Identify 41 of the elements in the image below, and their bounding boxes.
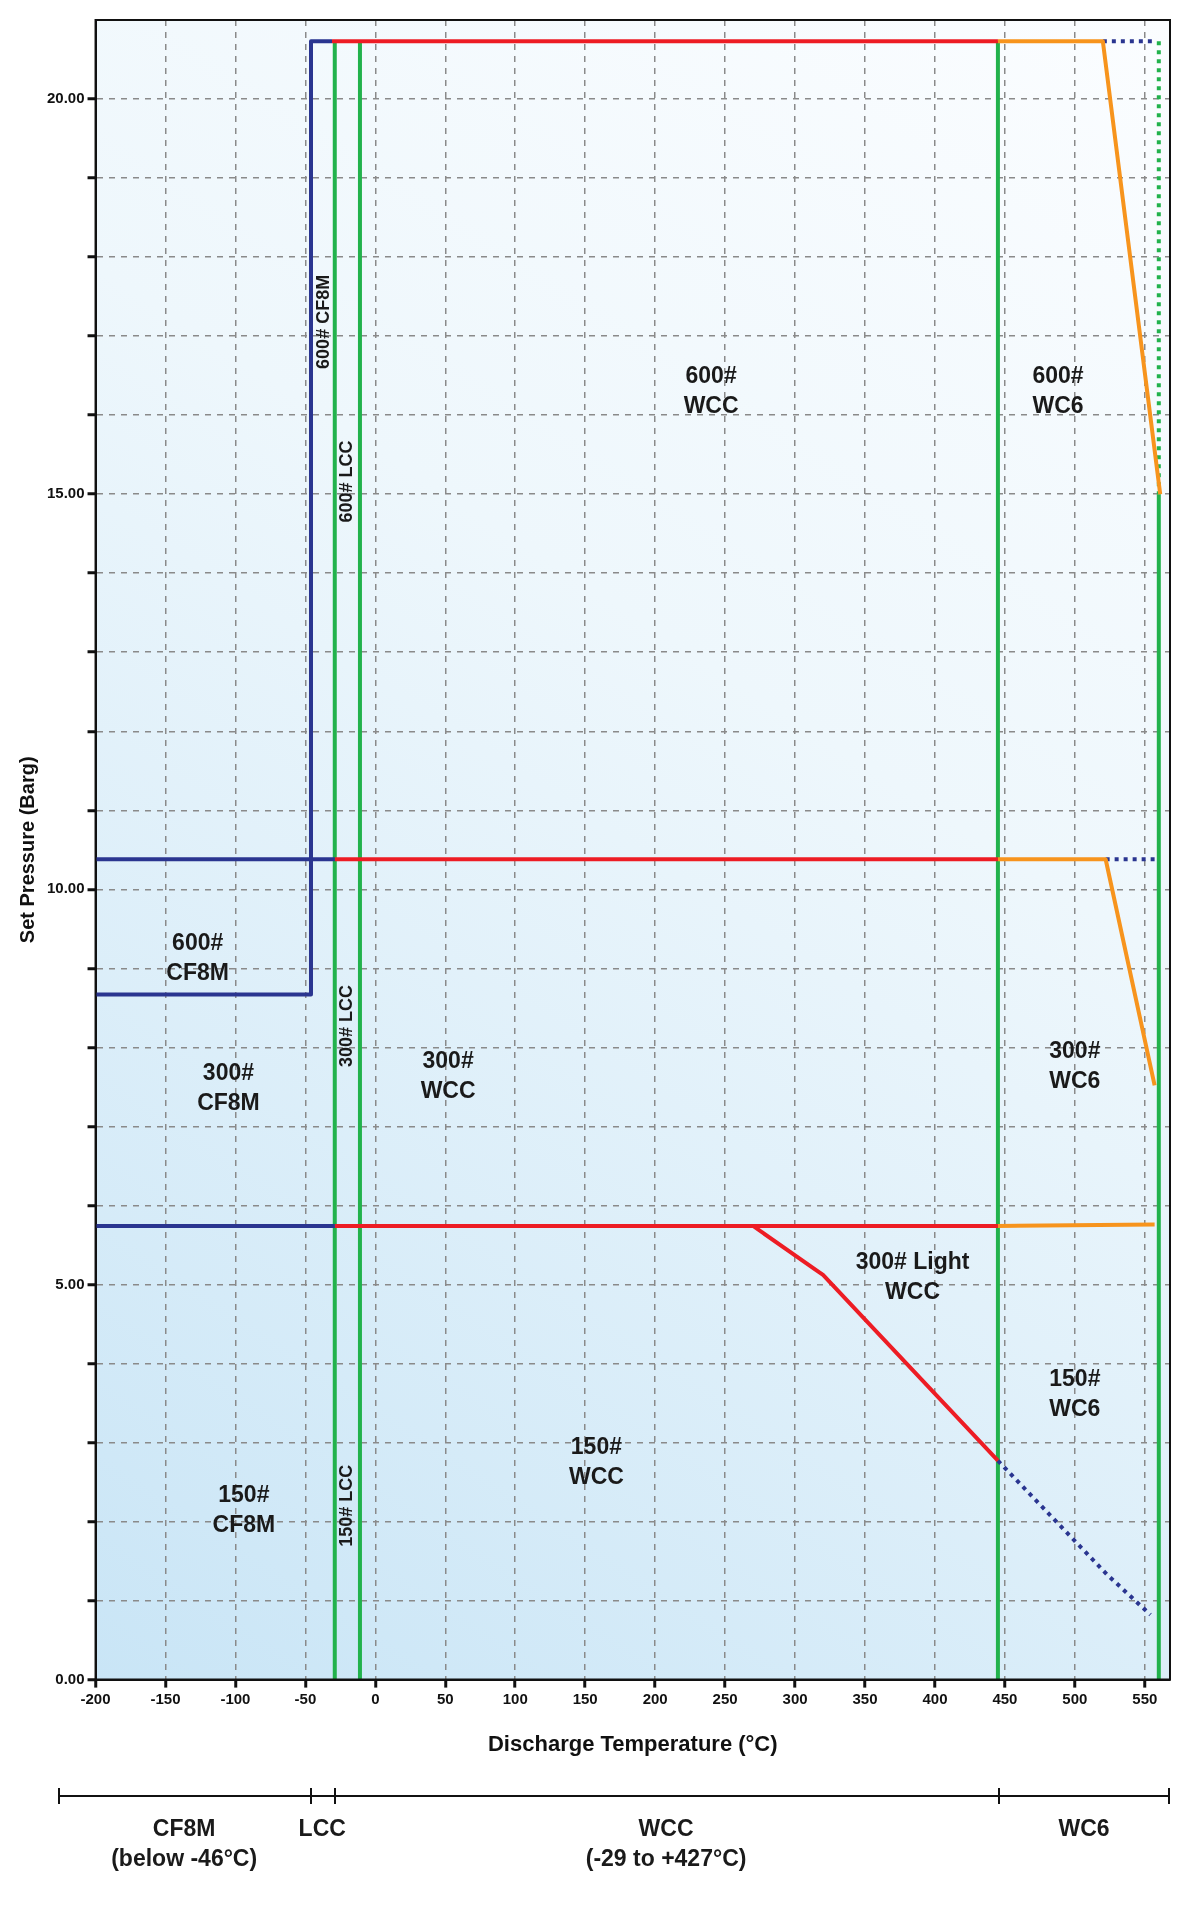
y-axis-title: Set Pressure (Barg) — [15, 756, 38, 944]
x-tick-label: 100 — [502, 1689, 528, 1707]
text: WCC (-29 to +427°C) — [585, 1815, 747, 1872]
x-tick-label: 50 — [436, 1689, 454, 1707]
x-tick-label: 300 — [782, 1689, 808, 1707]
x-tick-label: 250 — [712, 1689, 738, 1707]
x-tick-label: 550 — [1132, 1689, 1158, 1707]
annotation: 600# CF8M — [312, 274, 333, 369]
annotation: 600# LCC — [336, 440, 357, 523]
y-tick-label: 15.00 — [46, 484, 85, 502]
y-tick-label: 20.00 — [46, 89, 85, 107]
annotation: 600# CF8M — [166, 929, 229, 986]
annotation: 600# WCC — [683, 361, 739, 418]
x-tick-label: -50 — [294, 1689, 317, 1707]
annotation: 300# CF8M — [197, 1058, 260, 1115]
annotation: 150# WCC — [568, 1433, 624, 1490]
x-tick-label: 150 — [572, 1689, 598, 1707]
annotation: 600# WC6 — [1032, 361, 1084, 418]
y-tick-label: 0.00 — [55, 1669, 85, 1687]
text: WC6 — [1058, 1815, 1110, 1842]
x-tick-label: 350 — [852, 1689, 878, 1707]
x-tick-label: 450 — [992, 1689, 1018, 1707]
annotation: 300# WC6 — [1049, 1037, 1101, 1094]
y-tick-label: 10.00 — [46, 879, 85, 897]
annotation: 150# CF8M — [212, 1480, 276, 1537]
x-tick-label: 400 — [922, 1689, 948, 1707]
annotation: 300# Light WCC — [855, 1248, 970, 1305]
text: LCC — [298, 1815, 346, 1842]
x-tick-label: -200 — [80, 1689, 111, 1707]
x-tick-label: 200 — [642, 1689, 668, 1707]
x-tick-label: -100 — [220, 1689, 251, 1707]
y-tick-label: 5.00 — [55, 1274, 85, 1292]
text: CF8M (below -46°C) — [111, 1815, 258, 1872]
annotation: 150# WC6 — [1049, 1364, 1101, 1421]
x-axis-title: Discharge Temperature (°C) — [487, 1730, 778, 1756]
annotation: 150# LCC — [336, 1464, 357, 1547]
x-tick-label: 0 — [371, 1689, 380, 1707]
x-tick-label: 500 — [1062, 1689, 1088, 1707]
annotation: 300# LCC — [336, 985, 357, 1068]
annotation: 300# WCC — [420, 1046, 476, 1103]
x-tick-label: -150 — [150, 1689, 181, 1707]
